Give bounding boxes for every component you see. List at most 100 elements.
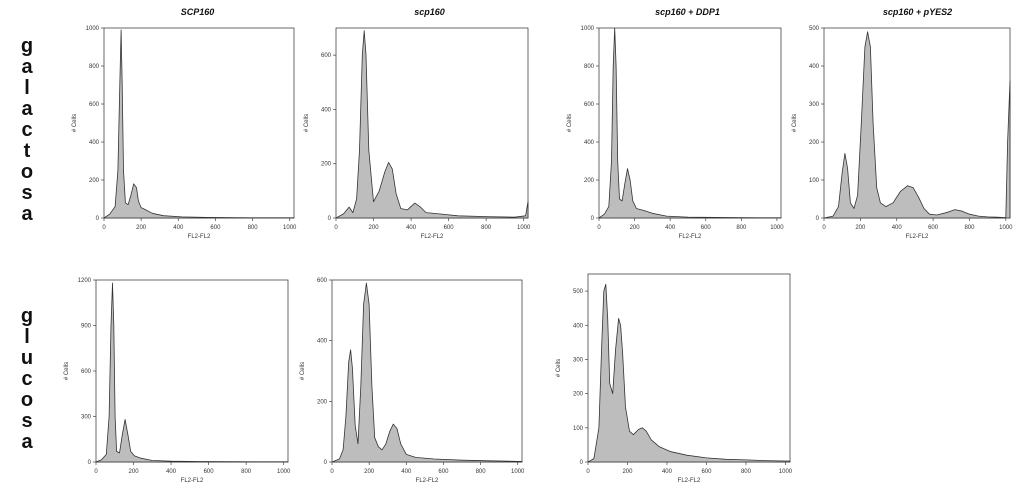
row-label-letter: a <box>21 431 33 453</box>
x-tick-label: 200 <box>136 225 147 231</box>
row-label-letter: t <box>23 140 31 162</box>
y-tick-label: 200 <box>573 392 584 398</box>
x-tick-label: 1000 <box>283 225 297 231</box>
x-tick-label: 0 <box>822 225 826 231</box>
y-tick-label: 0 <box>88 460 92 466</box>
y-tick-label: 600 <box>317 278 328 284</box>
y-tick-label: 200 <box>584 178 595 184</box>
panel-title-scp160-wt: SCP160 <box>180 7 215 17</box>
y-axis-label: # Cells <box>72 114 78 132</box>
y-axis-label: # Cells <box>567 114 573 132</box>
row-label-letter: o <box>20 389 34 411</box>
y-tick-label: 1000 <box>581 26 595 32</box>
x-tick-label: 200 <box>630 225 641 231</box>
row-label-letter: s <box>21 410 33 432</box>
x-tick-label: 400 <box>662 469 673 475</box>
x-tick-label: 200 <box>855 225 866 231</box>
x-tick-label: 0 <box>330 469 334 475</box>
y-tick-label: 400 <box>321 107 332 113</box>
y-tick-label: 900 <box>81 324 92 330</box>
y-tick-label: 300 <box>573 357 584 363</box>
x-tick-label: 400 <box>892 225 903 231</box>
x-tick-label: 600 <box>928 225 939 231</box>
row-label-letter: l <box>24 326 30 348</box>
y-tick-label: 600 <box>584 102 595 108</box>
x-tick-label: 0 <box>597 225 601 231</box>
x-tick-label: 400 <box>406 225 417 231</box>
histogram-panel-glucosa-scp160: 0 200 400 600 800 1000 0 300 600 900 1200 FL2-FL2 # … <box>64 278 291 484</box>
histogram-area <box>823 31 1011 219</box>
plot-frame <box>823 27 1011 219</box>
x-tick-label: 600 <box>701 225 712 231</box>
x-tick-label: 600 <box>204 469 215 475</box>
y-tick-label: 100 <box>809 178 820 184</box>
x-tick-label: 1000 <box>277 469 291 475</box>
x-tick-label: 600 <box>210 225 221 231</box>
x-tick-label: 1000 <box>770 225 784 231</box>
histogram-area <box>95 282 289 463</box>
x-axis-label: FL2-FL2 <box>421 234 444 240</box>
x-tick-label: 0 <box>334 225 338 231</box>
x-tick-label: 400 <box>173 225 184 231</box>
y-tick-label: 800 <box>584 64 595 70</box>
x-tick-label: 800 <box>481 225 492 231</box>
x-tick-label: 400 <box>665 225 676 231</box>
x-tick-label: 800 <box>964 225 975 231</box>
y-axis-label: # Cells <box>304 114 310 132</box>
row-label-letter: a <box>21 56 33 78</box>
y-axis-label: # Cells <box>556 359 562 377</box>
y-tick-label: 400 <box>584 140 595 146</box>
y-tick-label: 800 <box>89 64 100 70</box>
y-tick-label: 0 <box>580 460 584 466</box>
y-tick-label: 0 <box>591 216 595 222</box>
x-axis-label: FL2-FL2 <box>181 478 204 484</box>
x-tick-label: 1000 <box>511 469 525 475</box>
x-tick-label: 400 <box>166 469 177 475</box>
y-tick-label: 600 <box>89 102 100 108</box>
y-tick-label: 1000 <box>86 26 100 32</box>
x-tick-label: 0 <box>102 225 106 231</box>
histogram-panel-glucosa-ddp1: 0 200 400 600 800 1000 0 100 200 300 400 500 FL2-FL2… <box>556 273 793 484</box>
histogram-panel-galactosa-pyes2: 0 200 400 600 800 1000 0 100 200 300 400 500 FL2-FL2… <box>792 26 1013 240</box>
y-tick-label: 300 <box>809 102 820 108</box>
row-label-letter: a <box>21 98 33 120</box>
x-axis-label: FL2-FL2 <box>416 478 439 484</box>
y-tick-label: 200 <box>321 162 332 168</box>
histogram-panel-glucosa-scp160-mutant: 0 200 400 600 800 1000 0 200 400 600 FL2-FL2 # Cell… <box>300 278 525 484</box>
y-tick-label: 500 <box>809 26 820 32</box>
x-tick-label: 1000 <box>999 225 1013 231</box>
row-label-letter: g <box>20 35 34 57</box>
row-label-letter: s <box>21 182 33 204</box>
x-tick-label: 600 <box>438 469 449 475</box>
y-tick-label: 100 <box>573 426 584 432</box>
y-tick-label: 0 <box>816 216 820 222</box>
x-tick-label: 200 <box>364 469 375 475</box>
x-tick-label: 800 <box>241 469 252 475</box>
y-tick-label: 200 <box>809 140 820 146</box>
y-axis-label: # Cells <box>64 362 70 380</box>
y-axis-label: # Cells <box>792 114 798 132</box>
x-tick-label: 0 <box>586 469 590 475</box>
row-label-letter: c <box>21 119 33 141</box>
x-tick-label: 1000 <box>779 469 793 475</box>
y-tick-label: 600 <box>321 53 332 59</box>
panel-title-scp160-pyes2: scp160 + pYES2 <box>882 7 953 17</box>
y-tick-label: 1200 <box>78 278 92 284</box>
x-tick-label: 1000 <box>517 225 531 231</box>
row-label-letter: l <box>24 77 30 99</box>
x-tick-label: 800 <box>248 225 259 231</box>
x-axis-label: FL2-FL2 <box>678 478 701 484</box>
row-label-letter: g <box>20 305 34 327</box>
histogram-area <box>331 282 523 463</box>
y-tick-label: 0 <box>96 216 100 222</box>
x-tick-label: 0 <box>94 469 98 475</box>
y-tick-label: 600 <box>81 369 92 375</box>
x-tick-label: 200 <box>622 469 633 475</box>
histogram-area <box>598 27 782 219</box>
x-axis-label: FL2-FL2 <box>906 234 929 240</box>
